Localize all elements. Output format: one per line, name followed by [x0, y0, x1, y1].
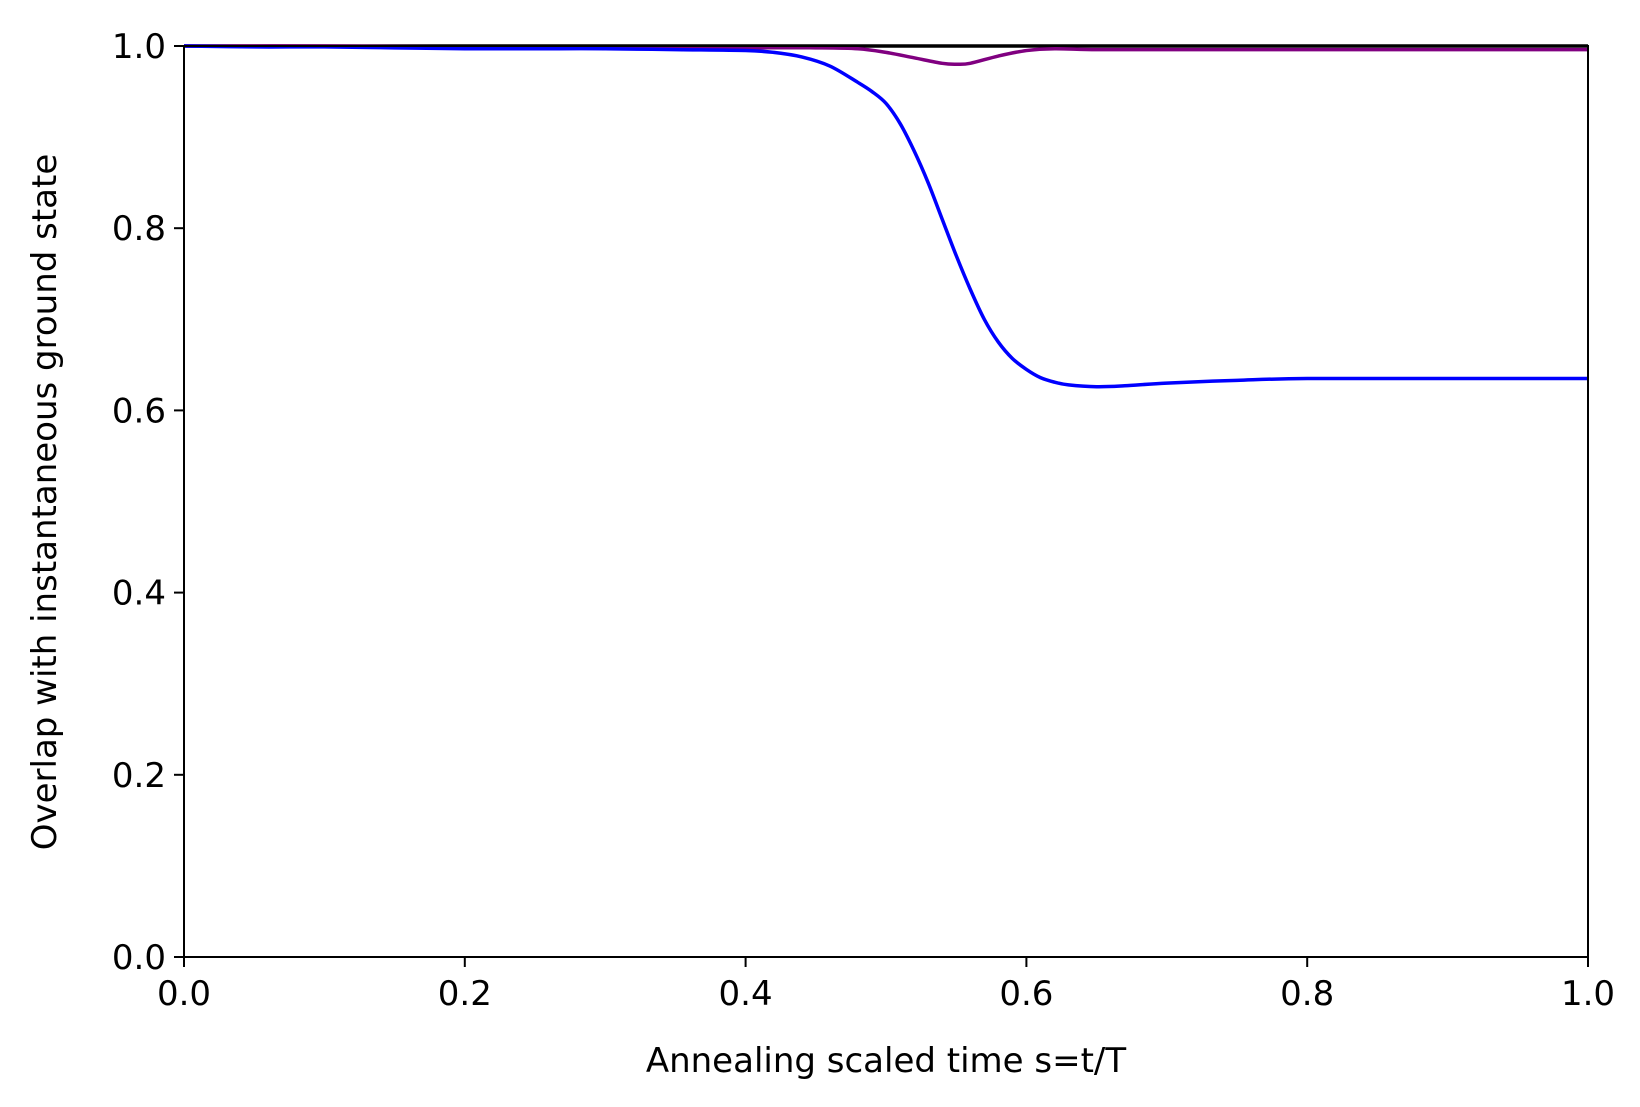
y-tick-label: 0.0 — [112, 938, 166, 978]
y-axis-ticks: 0.0 0.2 0.4 0.6 0.8 1.0 — [112, 27, 184, 978]
x-tick-label: 1.0 — [1561, 974, 1615, 1014]
x-tick-label: 0.0 — [157, 974, 211, 1014]
y-tick-label: 0.2 — [112, 756, 166, 796]
series-line-blue — [183, 44, 1588, 389]
x-axis-label: Annealing scaled time s=t/T — [646, 1041, 1127, 1081]
x-tick-label: 0.6 — [999, 974, 1053, 1014]
x-axis-ticks: 0.0 0.2 0.4 0.6 0.8 1.0 — [157, 957, 1615, 1014]
x-tick-label: 0.4 — [719, 974, 773, 1014]
plot-area — [184, 46, 1588, 957]
y-tick-label: 0.4 — [112, 574, 166, 614]
plot-frame — [183, 45, 1589, 958]
y-axis-label: Overlap with instantaneous ground state — [25, 154, 65, 851]
y-tick-label: 0.8 — [112, 209, 166, 249]
y-tick-label: 0.6 — [112, 391, 166, 431]
y-tick-label: 1.0 — [112, 27, 166, 67]
x-tick-label: 0.8 — [1280, 974, 1334, 1014]
x-tick-label: 0.2 — [438, 974, 492, 1014]
